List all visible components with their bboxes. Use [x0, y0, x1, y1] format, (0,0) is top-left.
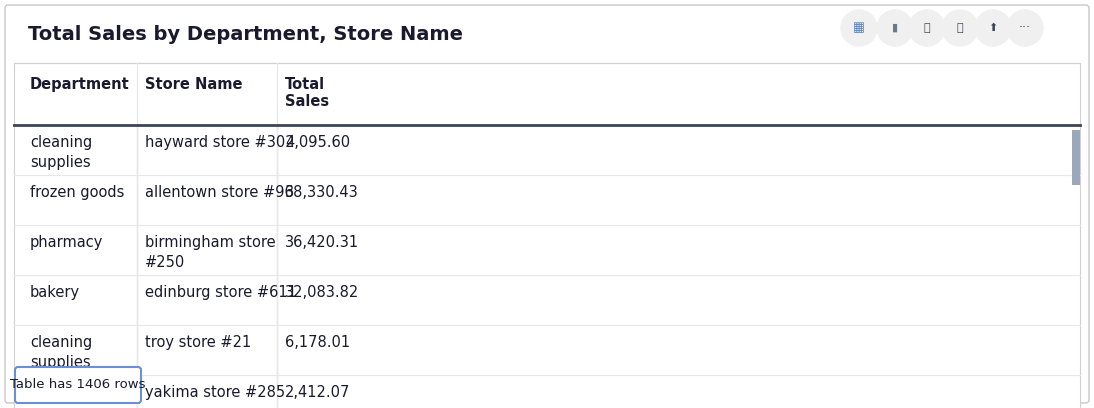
Bar: [14, 63, 1080, 408]
Circle shape: [975, 10, 1011, 46]
Circle shape: [909, 10, 945, 46]
Circle shape: [841, 10, 877, 46]
Text: cleaning
supplies: cleaning supplies: [30, 135, 92, 170]
Text: hayward store #302: hayward store #302: [146, 135, 294, 150]
Text: pharmacy: pharmacy: [30, 235, 103, 250]
Text: 4,095.60: 4,095.60: [286, 135, 350, 150]
Text: edinburg store #611: edinburg store #611: [146, 285, 296, 300]
Text: frozen goods: frozen goods: [30, 185, 125, 200]
Text: photography: photography: [30, 385, 124, 400]
Text: allentown store #96: allentown store #96: [146, 185, 294, 200]
Text: ▮: ▮: [892, 23, 898, 33]
Text: birmingham store
#250: birmingham store #250: [146, 235, 276, 270]
Text: 6,178.01: 6,178.01: [286, 335, 350, 350]
Text: Table has 1406 rows: Table has 1406 rows: [10, 379, 146, 392]
Text: bakery: bakery: [30, 285, 80, 300]
Text: 📌: 📌: [923, 23, 930, 33]
Text: troy store #21: troy store #21: [146, 335, 252, 350]
Text: ▦: ▦: [853, 22, 865, 35]
Text: cleaning
supplies: cleaning supplies: [30, 335, 92, 370]
Text: 36,420.31: 36,420.31: [286, 235, 359, 250]
Text: yakima store #285: yakima store #285: [146, 385, 286, 400]
Text: 38,330.43: 38,330.43: [286, 185, 359, 200]
FancyBboxPatch shape: [15, 367, 141, 403]
Text: Total Sales by Department, Store Name: Total Sales by Department, Store Name: [28, 25, 463, 44]
Text: 32,083.82: 32,083.82: [286, 285, 359, 300]
Text: Department: Department: [30, 77, 130, 92]
Bar: [1072, 130, 1080, 185]
Text: 💡: 💡: [956, 23, 964, 33]
Text: ⬆: ⬆: [988, 23, 998, 33]
Text: Total
Sales: Total Sales: [286, 77, 329, 109]
Circle shape: [1006, 10, 1043, 46]
Circle shape: [942, 10, 978, 46]
Circle shape: [877, 10, 913, 46]
FancyBboxPatch shape: [5, 5, 1089, 403]
Text: 2,412.07: 2,412.07: [286, 385, 350, 400]
Text: Store Name: Store Name: [146, 77, 243, 92]
Text: ···: ···: [1019, 22, 1031, 35]
